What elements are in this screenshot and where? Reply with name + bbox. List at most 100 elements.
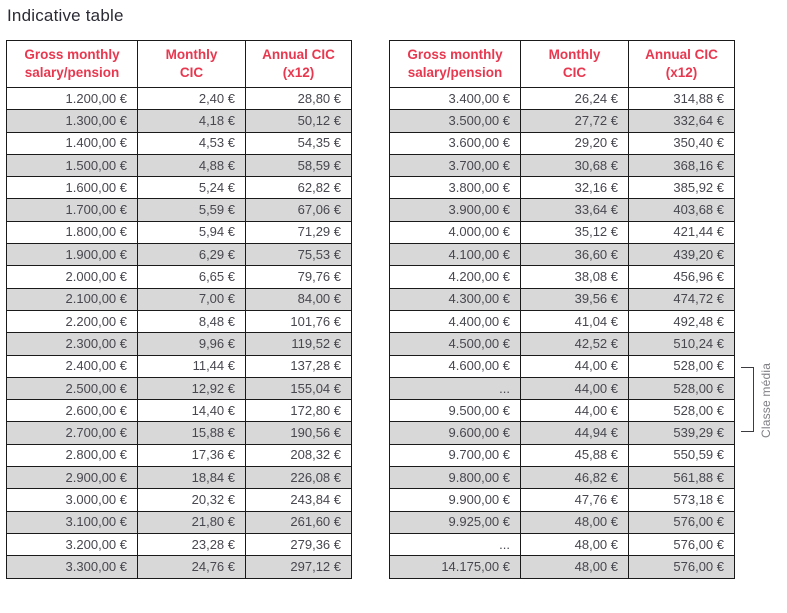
table-row: 9.800,00 €46,82 €561,88 €: [389, 466, 735, 490]
table-cell: 4.200,00 €: [389, 265, 521, 289]
table-row: 4.600,00 €44,00 €528,00 €: [389, 354, 735, 378]
table-cell: 44,00 €: [520, 399, 629, 423]
table-cell: 48,00 €: [520, 532, 629, 557]
table-cell: 243,84 €: [245, 488, 352, 512]
table-cell: 46,82 €: [520, 466, 629, 490]
table-cell: 67,06 €: [245, 198, 352, 222]
table-cell: 474,72 €: [628, 287, 735, 311]
table-cell: 41,04 €: [520, 309, 629, 334]
table-row: 2.400,00 €11,44 €137,28 €: [6, 354, 352, 378]
table-row: 3.100,00 €21,80 €261,60 €: [6, 510, 352, 534]
table-cell: 101,76 €: [245, 309, 352, 334]
table-row: 4.400,00 €41,04 €492,48 €: [389, 309, 735, 334]
table-cell: 2.300,00 €: [6, 332, 138, 356]
table-cell: 4,88 €: [137, 153, 246, 178]
table-row: 1.800,00 €5,94 €71,29 €: [6, 220, 352, 245]
table-cell: 385,92 €: [628, 176, 735, 200]
table-cell: 2.000,00 €: [6, 265, 138, 289]
header-row: Gross monthly salary/pension Monthly CIC…: [6, 40, 352, 88]
table-cell: 36,60 €: [520, 243, 629, 267]
table-cell: 4,53 €: [137, 131, 246, 155]
table-cell: 14.175,00 €: [389, 555, 521, 579]
table-row: 2.200,00 €8,48 €101,76 €: [6, 309, 352, 334]
table-cell: 279,36 €: [245, 532, 352, 557]
table-cell: 2.100,00 €: [6, 287, 138, 311]
table-cell: 314,88 €: [628, 86, 735, 111]
table-cell: 15,88 €: [137, 421, 246, 445]
table-cell: 9,96 €: [137, 332, 246, 356]
table-cell: 550,59 €: [628, 443, 735, 468]
table-row: 1.500,00 €4,88 €58,59 €: [6, 153, 352, 178]
table-row: 1.400,00 €4,53 €54,35 €: [6, 131, 352, 155]
table-row: 4.100,00 €36,60 €439,20 €: [389, 243, 735, 267]
table-cell: 528,00 €: [628, 399, 735, 423]
table-cell: 1.800,00 €: [6, 220, 138, 245]
table-row: 2.900,00 €18,84 €226,08 €: [6, 466, 352, 490]
column-header-monthly-cic: Monthly CIC: [520, 40, 629, 88]
table-cell: 84,00 €: [245, 287, 352, 311]
table-cell: 119,52 €: [245, 332, 352, 356]
table-cell: 561,88 €: [628, 466, 735, 490]
table-row: 9.500,00 €44,00 €528,00 €: [389, 399, 735, 423]
table-cell: 26,24 €: [520, 86, 629, 111]
column-header-monthly-cic: Monthly CIC: [137, 40, 246, 88]
table-cell: 155,04 €: [245, 376, 352, 401]
table-cell: 44,94 €: [520, 421, 629, 445]
table-cell: 29,20 €: [520, 131, 629, 155]
table-cell: 23,28 €: [137, 532, 246, 557]
table-cell: 32,16 €: [520, 176, 629, 200]
table-cell: 38,08 €: [520, 265, 629, 289]
table-row: ... 44,00 €528,00 €: [389, 376, 735, 401]
table-cell: 576,00 €: [628, 532, 735, 557]
table-cell: 4.100,00 €: [389, 243, 521, 267]
table-cell: 403,68 €: [628, 198, 735, 222]
table-cell: 79,76 €: [245, 265, 352, 289]
column-header-gross-salary: Gross monthly salary/pension: [6, 40, 138, 88]
page-title: Indicative table: [7, 6, 124, 25]
table-cell: 172,80 €: [245, 399, 352, 423]
table-cell: 1.300,00 €: [6, 109, 138, 133]
table-cell: 439,20 €: [628, 243, 735, 267]
classe-media-bracket: [741, 367, 754, 432]
table-cell: 5,24 €: [137, 176, 246, 200]
table-row: 3.300,00 €24,76 €297,12 €: [6, 555, 352, 579]
table-cell: 14,40 €: [137, 399, 246, 423]
table-cell: 1.500,00 €: [6, 153, 138, 178]
table-row: 9.900,00 €47,76 €573,18 €: [389, 488, 735, 512]
table-row: 2.000,00 €6,65 €79,76 €: [6, 265, 352, 289]
table-cell: 2.900,00 €: [6, 466, 138, 490]
table-cell: 2.600,00 €: [6, 399, 138, 423]
table-row: 1.700,00 €5,59 €67,06 €: [6, 198, 352, 222]
table-row: 2.100,00 €7,00 €84,00 €: [6, 287, 352, 311]
table-cell: 492,48 €: [628, 309, 735, 334]
table-row: 1.900,00 €6,29 €75,53 €: [6, 243, 352, 267]
table-row: ... 48,00 €576,00 €: [389, 532, 735, 557]
table-cell: 1.400,00 €: [6, 131, 138, 155]
table-cell: 573,18 €: [628, 488, 735, 512]
table-row: 3.900,00 €33,64 €403,68 €: [389, 198, 735, 222]
table-cell: 332,64 €: [628, 109, 735, 133]
table-cell: 456,96 €: [628, 265, 735, 289]
table-cell: 9.500,00 €: [389, 399, 521, 423]
table-cell: 4.600,00 €: [389, 354, 521, 378]
table-row: 1.200,00 €2,40 €28,80 €: [6, 86, 352, 111]
table-cell: 17,36 €: [137, 443, 246, 468]
table-cell: 54,35 €: [245, 131, 352, 155]
table-row: 3.400,00 €26,24 €314,88 €: [389, 86, 735, 111]
table-cell: 297,12 €: [245, 555, 352, 579]
table-cell: 20,32 €: [137, 488, 246, 512]
table-cell: 1.200,00 €: [6, 86, 138, 111]
table-cell: 58,59 €: [245, 153, 352, 178]
table-cell: 2,40 €: [137, 86, 246, 111]
table-row: 2.300,00 €9,96 €119,52 €: [6, 332, 352, 356]
table-cell: 3.200,00 €: [6, 532, 138, 557]
table-cell: 3.100,00 €: [6, 510, 138, 534]
table-cell: 5,94 €: [137, 220, 246, 245]
table-body-right: 3.400,00 €26,24 €314,88 €3.500,00 €27,72…: [389, 86, 735, 579]
table-cell: 350,40 €: [628, 131, 735, 155]
table-cell: 9.925,00 €: [389, 510, 521, 534]
table-cell: 3.000,00 €: [6, 488, 138, 512]
table-cell: 1.900,00 €: [6, 243, 138, 267]
table-cell: 261,60 €: [245, 510, 352, 534]
